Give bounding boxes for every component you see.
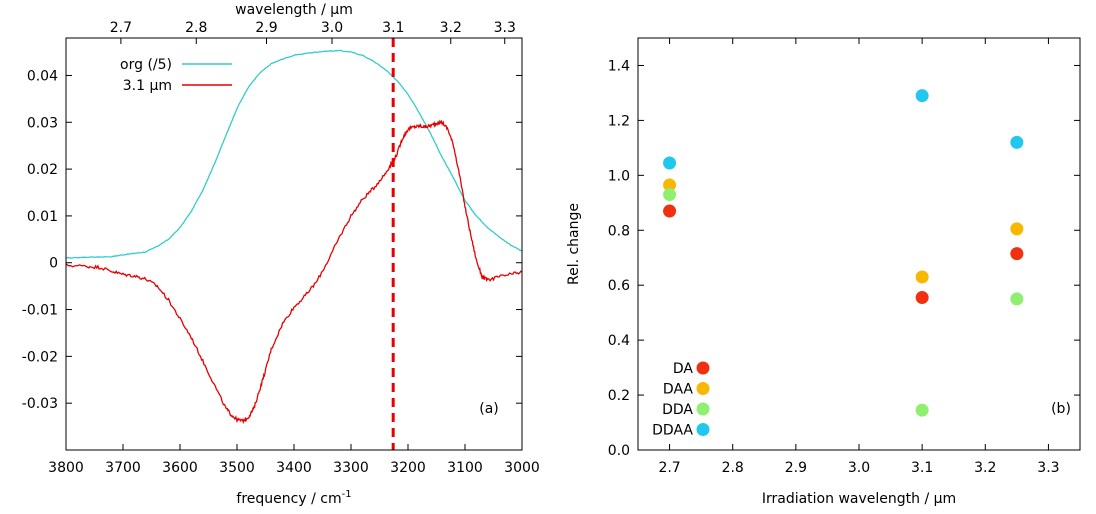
y-tick-label: 1.4: [608, 58, 630, 74]
x-tick-label: 3400: [276, 460, 312, 476]
y-tick-label: 0.8: [608, 223, 630, 239]
y-tick-label: 0.4: [608, 333, 630, 349]
y-tick-label: 0.6: [608, 278, 630, 294]
panel-a-label: (a): [479, 401, 499, 417]
data-point-ddaa: [915, 89, 929, 103]
legend-label: org (/5): [120, 57, 172, 73]
legend-swatch: [696, 423, 710, 436]
x-tick-label: 3500: [219, 460, 255, 476]
x-tick-label: 3.2: [974, 460, 996, 476]
data-point-ddaa: [1010, 135, 1024, 149]
series-line-3-1um: [65, 119, 523, 425]
y-tick-label: 0: [49, 256, 58, 272]
y-tick-label: 0.01: [27, 209, 58, 225]
legend-swatch: [696, 402, 710, 416]
top-tick-label: 2.8: [185, 20, 207, 36]
legend-swatch: [696, 382, 710, 395]
y-tick-label: 0.04: [27, 68, 58, 84]
legend-label: 3.1 µm: [123, 78, 172, 94]
y-tick-label: 1.0: [608, 168, 630, 184]
data-point-ddaa: [663, 156, 677, 170]
x-tick-label: 3.0: [848, 460, 870, 476]
panel-a-top-axis-title: wavelength / µm: [235, 2, 353, 18]
x-tick-label: 3700: [105, 460, 141, 476]
top-tick-label: 3.0: [321, 20, 343, 36]
x-tick-label: 3.1: [911, 460, 933, 476]
y-tick-label: 0.02: [27, 162, 58, 178]
legend-label: DDAA: [652, 423, 693, 439]
panel-a-x-axis-title: frequency / cm-1: [236, 489, 351, 507]
series-line-org: [65, 49, 523, 259]
top-tick-label: 2.9: [255, 20, 277, 36]
data-point-da: [1010, 247, 1024, 261]
x-tick-label: 3000: [504, 460, 540, 476]
x-tick-label: 3100: [447, 460, 483, 476]
legend-label: DDA: [662, 402, 693, 418]
y-tick-label: 1.2: [608, 113, 630, 129]
x-tick-label: 3600: [162, 460, 198, 476]
panel-a-plot-frame: [65, 37, 523, 451]
top-tick-label: 3.2: [440, 20, 462, 36]
y-tick-label: 0.03: [27, 115, 58, 131]
y-tick-label: -0.01: [22, 303, 58, 319]
data-point-da: [663, 204, 677, 218]
data-point-daa: [663, 178, 677, 192]
panel-b-label: (b): [1051, 401, 1071, 417]
data-point-daa: [915, 270, 929, 284]
data-point-da: [915, 291, 929, 305]
x-tick-label: 3800: [48, 460, 84, 476]
panel-b-y-axis-title: Rel. change: [566, 203, 582, 285]
x-tick-label: 2.7: [658, 460, 680, 476]
panel-b-x-axis-title: Irradiation wavelength / µm: [762, 491, 956, 507]
x-tick-label: 2.8: [722, 460, 744, 476]
data-point-daa: [1010, 222, 1024, 236]
x-tick-label: 3300: [333, 460, 369, 476]
legend-label: DAA: [663, 382, 694, 398]
top-tick-label: 3.3: [494, 20, 516, 36]
y-tick-label: 0.2: [608, 388, 630, 404]
legend-swatch: [696, 361, 710, 375]
panel-b-legend: DA DAA DDA DDAA: [652, 361, 710, 439]
data-point-dda: [663, 188, 677, 202]
y-tick-label: -0.02: [22, 349, 58, 365]
y-tick-label: -0.03: [22, 396, 58, 412]
y-tick-label: 0.0: [608, 443, 630, 459]
legend-label: DA: [673, 361, 694, 377]
panel-a-spectrum-chart: 3800 3700 3600 3500 3400 3300 3200 3100 3000 -0.0…: [22, 2, 540, 507]
panel-b-scatter-chart: 2.7 2.8 2.9 3.0 3.1 3.2 3.3 0.0 0.2 0.4 0.6 0.8 1.0 1…: [566, 37, 1081, 507]
top-tick-label: 2.7: [110, 20, 132, 36]
top-tick-label: 3.1: [382, 20, 404, 36]
panel-a-legend: org (/5) 3.1 µm: [120, 57, 232, 94]
x-tick-label: 3.3: [1037, 460, 1059, 476]
panel-b-plot-frame: [637, 37, 1081, 451]
data-point-dda: [1010, 292, 1024, 306]
x-tick-label: 3200: [390, 460, 426, 476]
x-tick-label: 2.9: [785, 460, 807, 476]
data-point-dda: [915, 403, 929, 417]
